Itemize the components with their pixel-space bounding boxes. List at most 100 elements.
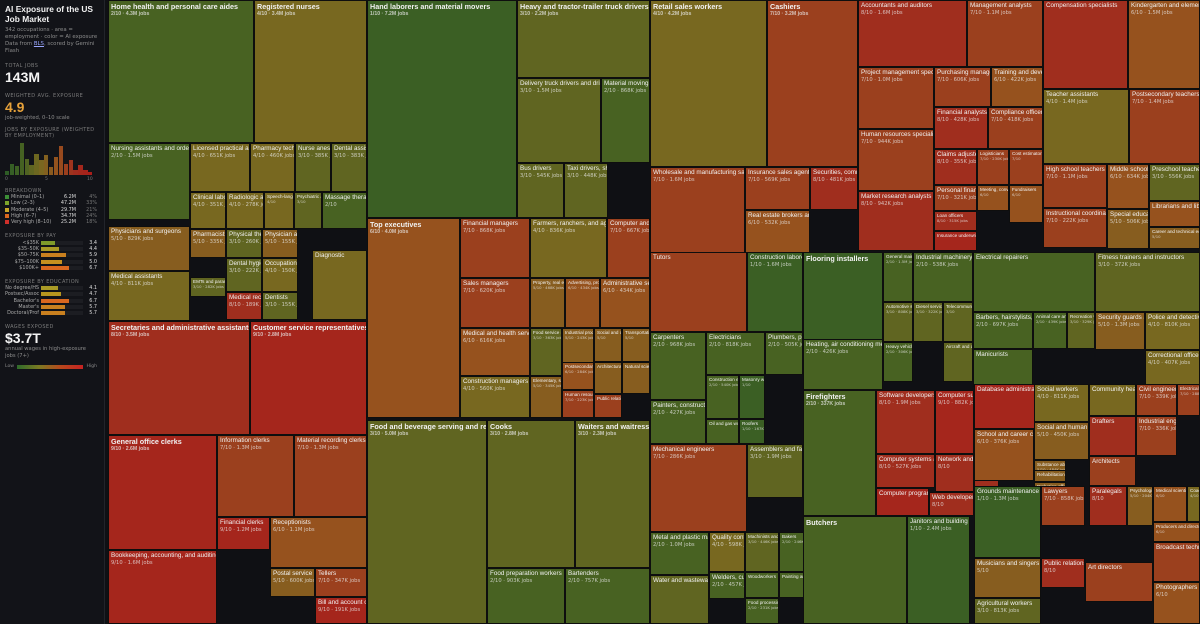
occupation-tile[interactable]: Librarians and library media specialists	[1149, 201, 1200, 227]
occupation-tile[interactable]: Drafters	[1089, 416, 1136, 456]
occupation-tile[interactable]: Physical therapists3/10 · 260K jobs	[226, 229, 262, 258]
occupation-tile[interactable]: Delivery truck drivers and driver/sales …	[517, 78, 601, 163]
occupation-tile[interactable]: Architects	[1089, 456, 1136, 486]
occupation-tile[interactable]: Machinists and tool and die makers3/10 ·…	[745, 532, 779, 572]
occupation-tile[interactable]: Firefighters 2/10 · 337K jobs	[803, 390, 876, 516]
occupation-tile[interactable]: Community health workers	[1089, 384, 1136, 416]
occupation-tile[interactable]: Preschool teachers3/10 · 556K jobs	[1149, 164, 1200, 201]
occupation-tile[interactable]: Meeting, convention planners6/10	[977, 185, 1009, 211]
occupation-tile[interactable]: Advertising, promotions managers6/10 · 4…	[565, 278, 600, 328]
occupation-tile[interactable]: Rehabilitation counselors	[1034, 470, 1066, 482]
occupation-tile[interactable]: Software developers, quality assurance a…	[876, 390, 935, 454]
occupation-tile[interactable]: Logisticians 7/10 · 230K jobs	[977, 149, 1009, 185]
occupation-tile[interactable]: Personal financial advisors7/10 · 321K j…	[934, 185, 977, 211]
occupation-tile[interactable]: Registered nurses 4/10 · 3.4M jobs	[254, 0, 367, 143]
occupation-tile[interactable]: Postal service workers5/10 · 600K jobs	[270, 568, 315, 597]
occupation-tile[interactable]: Material recording clerks 7/10 · 1.3M job…	[294, 435, 367, 517]
occupation-tile[interactable]: Medical and health services managers6/10…	[460, 328, 530, 376]
occupation-tile[interactable]: Janitors and building cleaners1/10 · 2.4…	[907, 516, 970, 624]
occupation-tile[interactable]: Bus drivers 3/10 · 545K jobs	[517, 163, 564, 218]
occupation-tile[interactable]: Musicians and singers 5/10	[974, 558, 1041, 598]
occupation-tile[interactable]: Telecommunications technicians3/10	[943, 302, 973, 342]
occupation-tile[interactable]: Special education teachers5/10 · 506K jo…	[1107, 209, 1149, 249]
occupation-tile[interactable]: Waiters and waitresses 3/10 · 2.3M jobs	[575, 420, 650, 568]
occupation-tile[interactable]: Manicurists	[973, 349, 1033, 387]
occupation-tile[interactable]: Agricultural workers 3/10 · 813K jobs	[974, 598, 1041, 624]
occupation-tile[interactable]: Public relations specialists8/10	[1041, 558, 1085, 588]
occupation-tile[interactable]: Electrical and electronics engineers7/10…	[1177, 384, 1200, 416]
occupation-tile[interactable]: Training and development specialists6/10…	[991, 67, 1043, 107]
occupation-tile[interactable]: Dental assistants3/10 · 383K jobs	[331, 143, 367, 192]
occupation-tile[interactable]: Secretaries and administrative assistant…	[108, 321, 250, 435]
occupation-tile[interactable]: Social workers 4/10 · 811K jobs	[1034, 384, 1089, 422]
occupation-tile[interactable]: Home health and personal care aides 2/10 …	[108, 0, 254, 143]
occupation-tile[interactable]: Medical scientists6/10	[1153, 486, 1187, 522]
occupation-tile[interactable]: Psychiatric aides3/10	[294, 192, 322, 229]
occupation-tile[interactable]: Nurse anesthetists3/10 · 385K jobs	[295, 143, 331, 192]
occupation-tile[interactable]: Insurance underwriters	[934, 231, 977, 251]
occupation-tile[interactable]: Social and human service assistants5/10 …	[1034, 422, 1089, 460]
occupation-tile[interactable]: Pharmacy technicians4/10 · 460K jobs	[250, 143, 295, 192]
occupation-tile[interactable]: Broadcast technicians	[1153, 542, 1200, 582]
occupation-tile[interactable]: Woodworkers	[745, 572, 779, 598]
occupation-tile[interactable]: Information clerks 7/10 · 1.3M jobs	[217, 435, 294, 517]
occupation-tile[interactable]: Food preparation workers 2/10 · 903K jobs	[487, 568, 565, 624]
occupation-tile[interactable]: Electricians 2/10 · 818K jobs	[706, 332, 765, 375]
occupation-tile[interactable]: Diagnostic	[312, 250, 367, 320]
occupation-tile[interactable]: Physician assistants5/10 · 155K jobs	[262, 229, 298, 258]
occupation-tile[interactable]: High school teachers 7/10 · 1.1M jobs	[1043, 164, 1107, 208]
occupation-tile[interactable]: Web developers and digital designers8/10	[929, 492, 974, 516]
occupation-tile[interactable]: Computer support specialists9/10 · 882K …	[935, 390, 974, 454]
occupation-tile[interactable]: Top executives 6/10 · 4.0M jobs	[367, 218, 460, 418]
occupation-tile[interactable]: Architectural managers	[594, 362, 622, 394]
occupation-tile[interactable]: Industrial machinery mechanics2/10 · 538…	[913, 252, 973, 302]
occupation-tile[interactable]: Civil engineers 7/10 · 339K jobs	[1136, 384, 1177, 416]
occupation-tile[interactable]: Insurance sales agents 7/10 · 569K jobs	[745, 167, 810, 210]
occupation-tile[interactable]: Tellers 7/10 · 347K jobs	[315, 568, 367, 597]
occupation-tile[interactable]: Heavy vehicle mechanics2/10 · 306K jobs	[883, 342, 913, 382]
occupation-tile[interactable]: Public relations managers	[594, 394, 622, 418]
occupation-tile[interactable]: Psychologists5/10 · 204K jobs	[1127, 486, 1153, 526]
occupation-tile[interactable]: Fitness trainers and instructors 3/10 · 3…	[1095, 252, 1200, 312]
occupation-tile[interactable]: Natural sciences managers	[622, 362, 650, 394]
occupation-tile[interactable]: Lawyers 7/10 · 858K jobs	[1041, 486, 1085, 526]
occupation-tile[interactable]: Claims adjusters, examiners8/10 · 355K j…	[934, 149, 977, 185]
occupation-tile[interactable]: Aircraft and avionics	[943, 342, 973, 382]
occupation-tile[interactable]: Construction equipment operators2/10 · 5…	[706, 375, 739, 419]
occupation-tile[interactable]: Teacher assistants 4/10 · 1.4M jobs	[1043, 89, 1129, 164]
occupation-tile[interactable]: Radiologic and MRI technologists4/10 · 2…	[226, 192, 264, 229]
occupation-tile[interactable]: General office clerks 9/10 · 2.6M jobs	[108, 435, 217, 550]
occupation-tile[interactable]: General maintenance and repair workers2/…	[883, 252, 913, 302]
occupation-tile[interactable]: Bill and account collectors9/10 · 191K j…	[315, 597, 367, 624]
occupation-tile[interactable]: Police and detectives4/10 · 810K jobs	[1145, 312, 1200, 350]
occupation-tile[interactable]: Mechanical engineers 7/10 · 286K jobs	[650, 444, 747, 532]
occupation-tile[interactable]: Food and beverage serving and related wo…	[367, 420, 487, 624]
occupation-tile[interactable]: Market research analysts 8/10 · 942K jobs	[858, 191, 934, 251]
occupation-tile[interactable]: Welders, cutters, solderers, and brazers…	[709, 572, 745, 599]
occupation-tile[interactable]: Occupational therapists4/10 · 150K jobs	[262, 258, 298, 292]
occupation-tile[interactable]: Cashiers 7/10 · 3.2M jobs	[767, 0, 858, 167]
occupation-tile[interactable]: Plumbers, pipefitters, and steamfitters2…	[765, 332, 803, 375]
occupation-tile[interactable]: Bartenders 2/10 · 757K jobs	[565, 568, 650, 624]
occupation-tile[interactable]: EMTs and paramedics3/10 · 282K jobs	[190, 277, 226, 297]
occupation-tile[interactable]: Speech-language pathologists4/10	[264, 192, 294, 229]
occupation-tile[interactable]: Construction laborers and helpers1/10 · …	[747, 252, 803, 332]
occupation-tile[interactable]: Diesel service technicians3/10 · 322K jo…	[913, 302, 943, 342]
occupation-tile[interactable]: Assemblers and fabricators3/10 · 1.9M jo…	[747, 444, 803, 498]
occupation-tile[interactable]: Cooks 3/10 · 2.8M jobs	[487, 420, 575, 568]
occupation-tile[interactable]: Producers and directors 6/10	[1153, 522, 1200, 542]
occupation-tile[interactable]: Loan officers 8/10 · 315K jobs	[934, 211, 977, 231]
occupation-tile[interactable]: Paralegals 8/10	[1089, 486, 1127, 526]
occupation-tile[interactable]: School and career counselors6/10 · 376K …	[974, 429, 1034, 481]
occupation-tile[interactable]: Automotive service technicians and mecha…	[883, 302, 913, 342]
occupation-tile[interactable]: Customer service representatives 9/10 · 2…	[250, 321, 367, 435]
